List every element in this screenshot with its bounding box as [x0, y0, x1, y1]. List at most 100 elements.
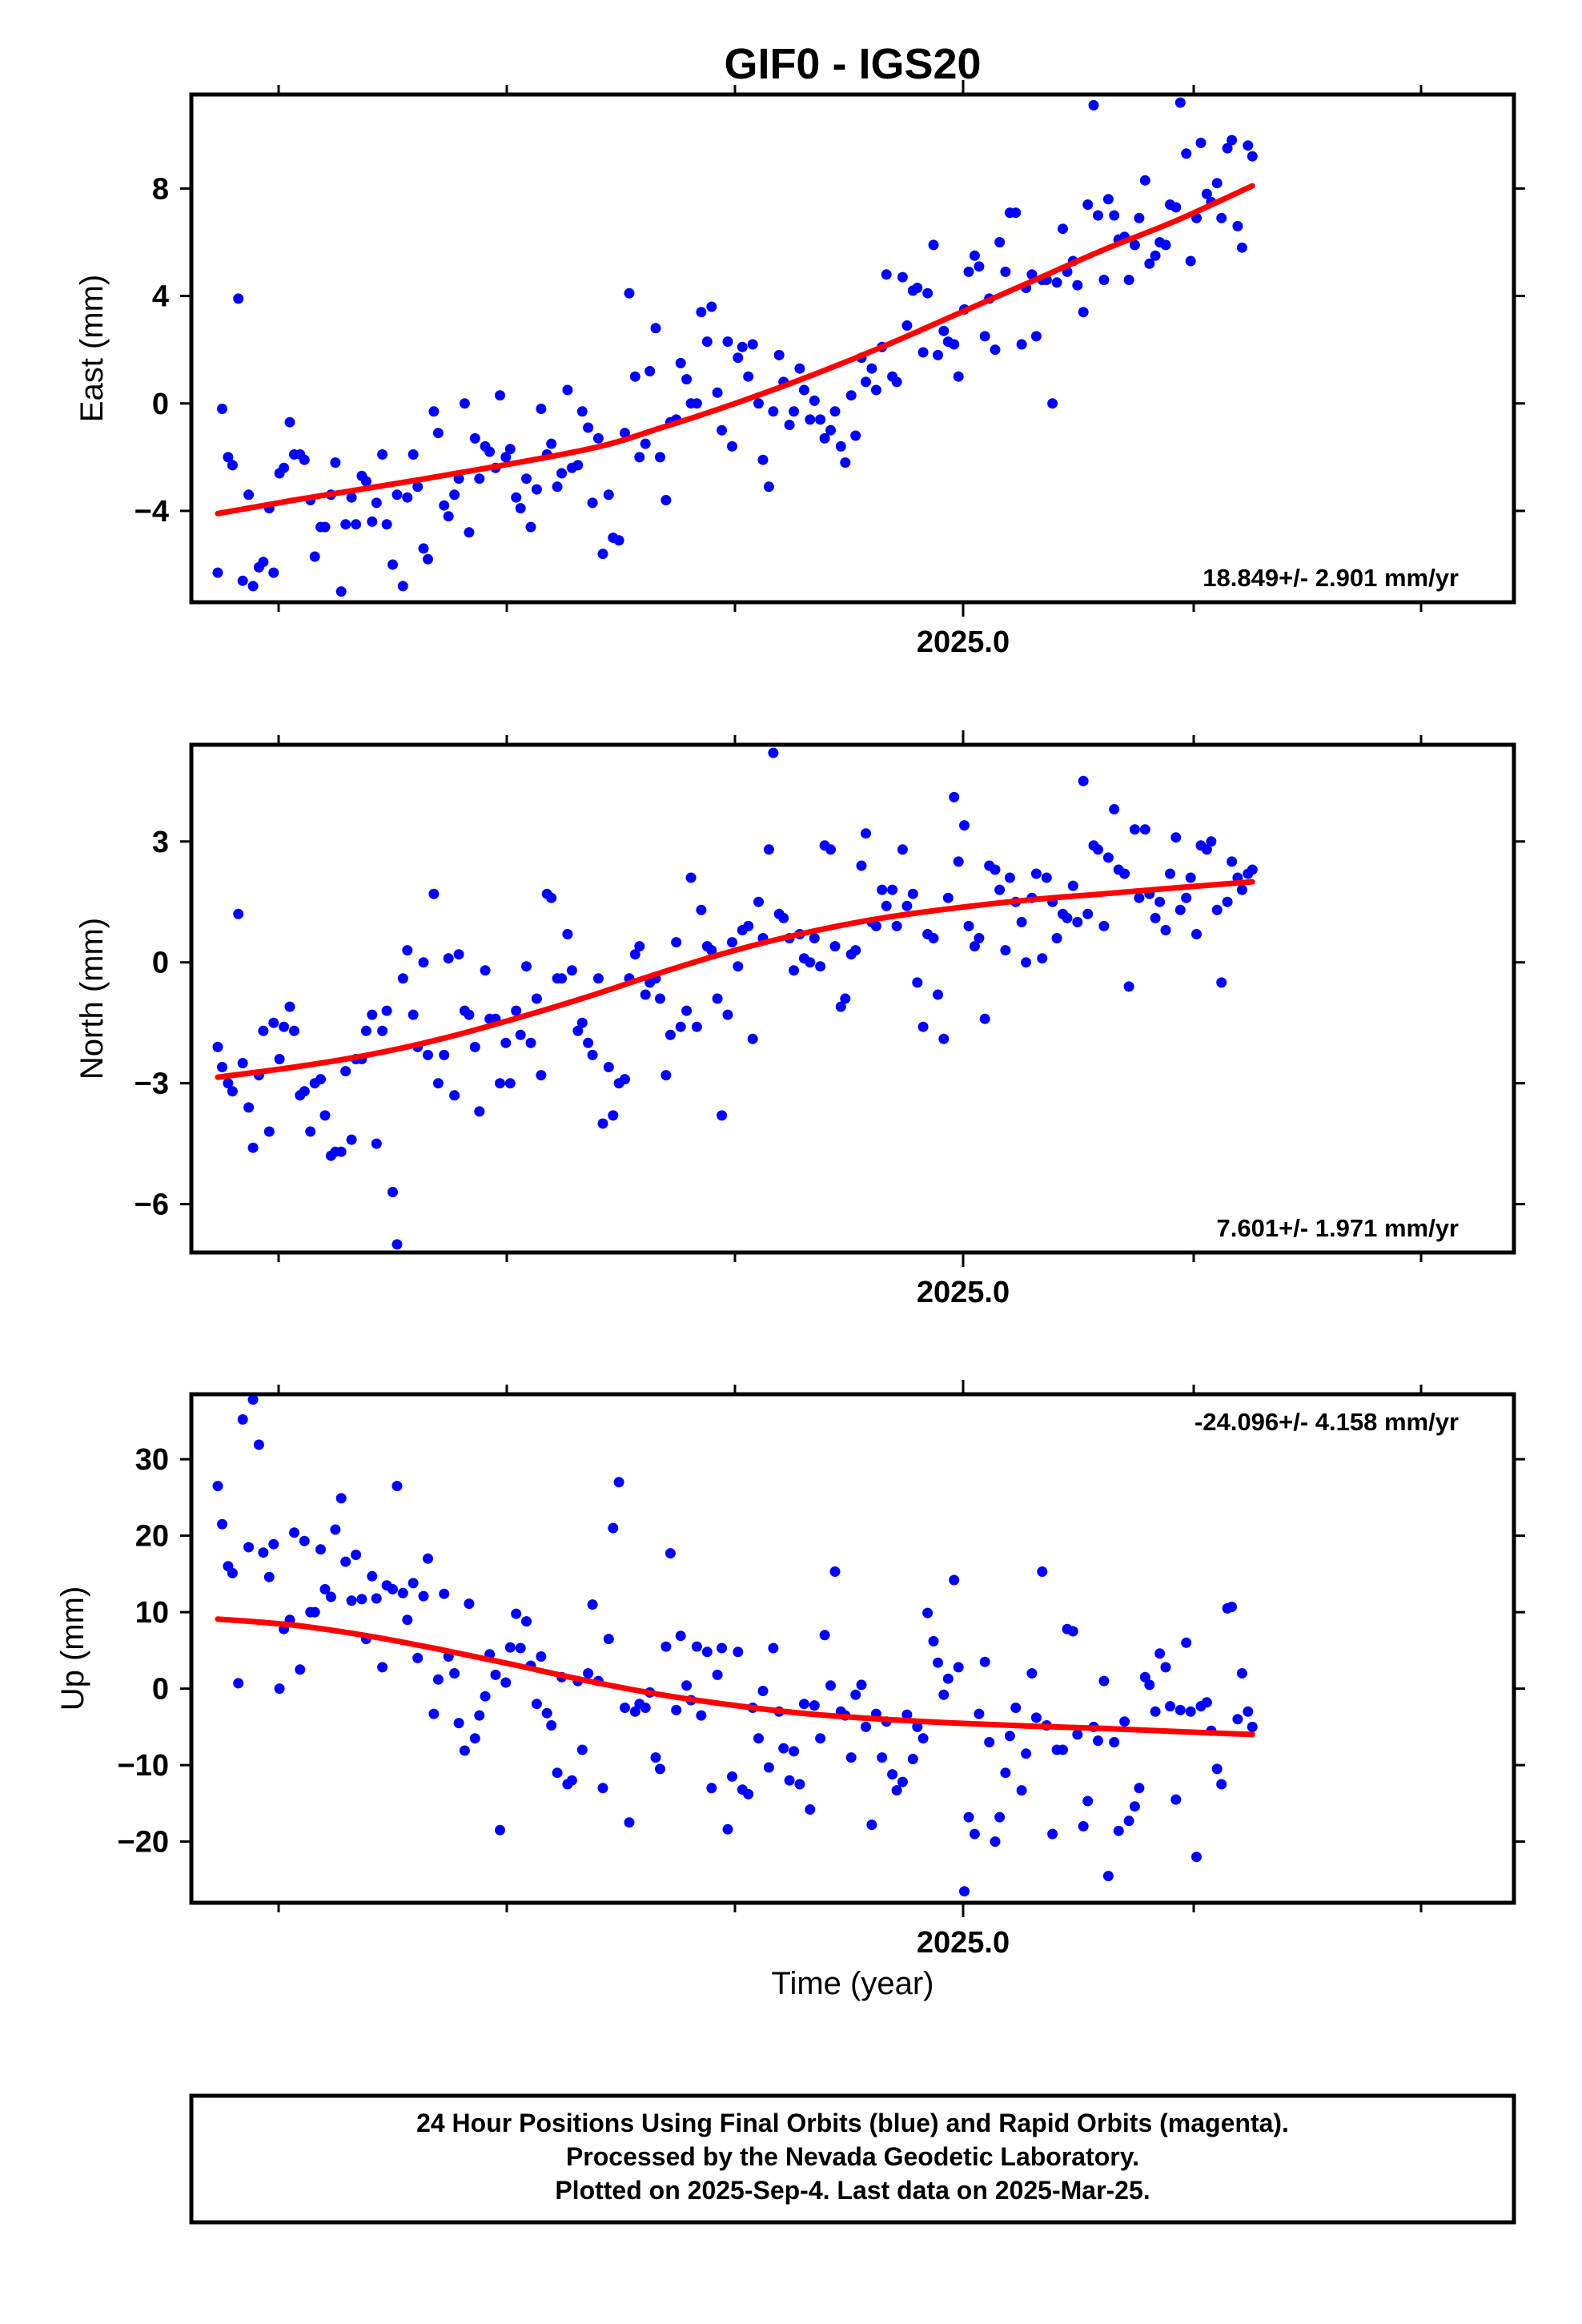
data-point: [809, 395, 820, 406]
data-point: [576, 1017, 588, 1028]
data-point: [511, 492, 522, 503]
data-point: [233, 1678, 244, 1689]
data-point: [1047, 1828, 1058, 1839]
data-point: [768, 1642, 779, 1654]
data-point: [733, 961, 744, 972]
data-point: [1227, 856, 1238, 867]
data-point: [1129, 1801, 1140, 1812]
data-point: [661, 1070, 672, 1081]
data-point: [1222, 143, 1233, 154]
data-point: [1216, 212, 1227, 223]
data-point: [377, 449, 388, 460]
data-point: [299, 1535, 310, 1546]
data-point: [877, 1752, 888, 1763]
data-point: [701, 336, 713, 348]
data-point: [247, 1142, 259, 1153]
data-point: [423, 1049, 433, 1060]
data-point: [1236, 1668, 1247, 1679]
data-point: [263, 1126, 275, 1137]
data-point: [829, 406, 841, 417]
data-point: [629, 371, 640, 382]
data-point: [655, 993, 665, 1004]
data-point: [794, 363, 805, 374]
data-point: [1247, 151, 1258, 162]
data-point: [412, 1652, 424, 1663]
data-point: [289, 1527, 299, 1538]
data-point: [1000, 266, 1011, 277]
data-point: [603, 1062, 614, 1072]
data-point: [753, 1733, 764, 1744]
data-point: [696, 307, 707, 318]
data-point: [696, 1710, 707, 1721]
data-point: [367, 1570, 378, 1582]
data-point: [870, 384, 881, 396]
data-point: [402, 1614, 413, 1626]
data-point: [881, 269, 892, 280]
data-point: [1154, 896, 1166, 907]
data-point: [351, 519, 362, 530]
data-point: [938, 1689, 950, 1700]
data-point: [217, 404, 227, 414]
data-point: [258, 1025, 269, 1036]
data-point: [1082, 199, 1094, 210]
data-point: [1000, 1767, 1011, 1779]
data-point: [1098, 920, 1110, 931]
data-point: [423, 1553, 433, 1564]
data-point: [712, 1669, 723, 1680]
data-point: [319, 1584, 331, 1594]
data-point: [432, 428, 444, 439]
data-point: [418, 543, 429, 554]
data-point: [583, 422, 594, 433]
fit-curve: [215, 1616, 1255, 1738]
data-point: [453, 949, 464, 960]
data-point: [1072, 279, 1083, 291]
data-point: [217, 1518, 227, 1530]
data-point: [597, 549, 608, 560]
data-point: [671, 1704, 682, 1715]
data-point: [933, 1657, 943, 1668]
data-point: [423, 553, 433, 565]
y-tick-label: −20: [118, 1826, 169, 1860]
data-point: [671, 937, 682, 948]
data-point: [319, 1110, 331, 1121]
data-point: [634, 941, 645, 952]
plot-frame: [189, 742, 1516, 1255]
data-point: [1093, 1735, 1103, 1747]
data-point: [608, 1110, 619, 1121]
data-point: [717, 1642, 728, 1654]
data-point: [675, 357, 686, 368]
data-point: [1174, 97, 1186, 108]
data-point: [789, 406, 800, 417]
data-point: [603, 1634, 614, 1645]
data-point: [381, 519, 392, 530]
data-point: [949, 339, 960, 350]
data-point: [747, 339, 758, 350]
data-point: [650, 323, 661, 334]
data-point: [268, 567, 279, 578]
data-point: [613, 1477, 624, 1488]
data-point: [233, 293, 244, 304]
data-point: [727, 440, 737, 452]
data-point: [371, 497, 382, 509]
data-point: [990, 864, 1001, 875]
data-point: [1123, 981, 1134, 992]
data-point: [1098, 1675, 1110, 1687]
data-point: [587, 1049, 598, 1060]
data-point: [1016, 916, 1027, 927]
data-point: [861, 376, 871, 388]
data-point: [531, 993, 542, 1004]
data-point: [840, 993, 851, 1004]
data-point: [469, 1733, 480, 1744]
data-point: [1160, 1662, 1171, 1673]
data-point: [1232, 1714, 1243, 1725]
data-point: [706, 945, 717, 956]
data-point: [504, 444, 516, 455]
data-point: [953, 1662, 964, 1673]
data-point: [536, 1651, 547, 1662]
data-point: [1222, 896, 1233, 907]
data-point: [480, 1691, 491, 1702]
data-point: [747, 1033, 758, 1044]
data-point: [1016, 1785, 1027, 1796]
data-point: [969, 1828, 980, 1839]
data-point: [640, 438, 651, 449]
